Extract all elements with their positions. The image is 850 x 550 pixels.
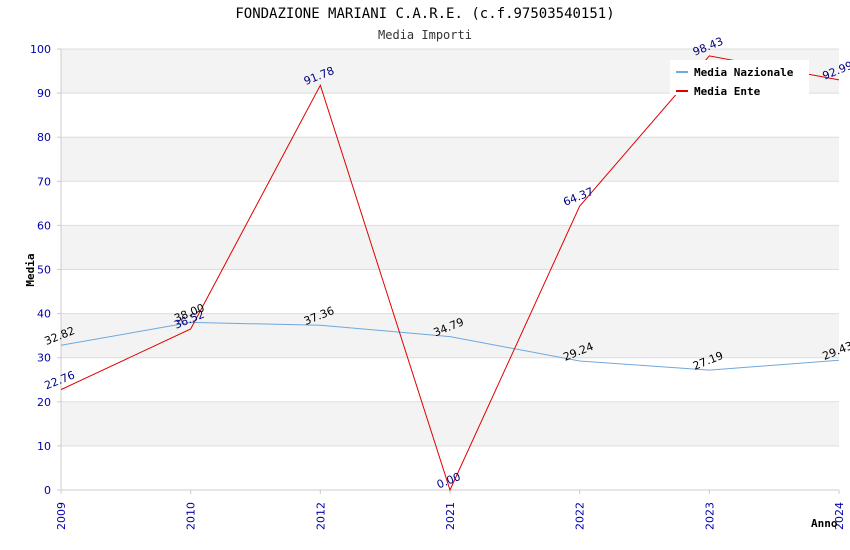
series-line-media-nazionale <box>60 321 840 371</box>
x-axis-label: Anno <box>811 517 838 530</box>
plot-bands <box>61 49 839 490</box>
chart-subtitle: Media Importi <box>378 28 472 42</box>
y-tick-label: 50 <box>37 264 51 277</box>
plot-band <box>61 357 839 402</box>
series-line-media-ente <box>60 55 840 492</box>
plot-band <box>61 401 839 446</box>
y-axis-ticks: 0 10 20 30 40 50 60 70 80 90 100 <box>30 43 61 497</box>
plot-band <box>61 445 839 490</box>
plot-band <box>61 181 839 226</box>
y-axis-label: Media <box>24 253 37 286</box>
x-tick-label: 2012 <box>314 502 327 530</box>
x-tick-label: 2024 <box>833 502 846 530</box>
x-tick-label: 2009 <box>55 502 68 530</box>
x-tick-label: 2022 <box>574 502 587 530</box>
legend-box <box>670 60 809 95</box>
y-tick-label: 100 <box>30 43 51 56</box>
x-tick-label: 2021 <box>444 502 457 530</box>
chart-title: FONDAZIONE MARIANI C.A.R.E. (c.f.9750354… <box>235 6 614 22</box>
y-tick-label: 70 <box>37 175 51 188</box>
legend: Media Nazionale Media Ente <box>670 60 809 98</box>
y-tick-label: 80 <box>37 131 51 144</box>
y-tick-label: 10 <box>37 440 51 453</box>
x-axis-ticks: 2009 2010 2012 2021 2022 2023 2024 <box>55 490 846 530</box>
y-tick-label: 20 <box>37 396 51 409</box>
y-tick-label: 60 <box>37 219 51 232</box>
y-tick-label: 30 <box>37 352 51 365</box>
legend-label-nazionale: Media Nazionale <box>694 66 794 79</box>
series-lines <box>60 55 840 492</box>
y-tick-label: 0 <box>44 484 51 497</box>
plot-band <box>61 313 839 358</box>
plot-band <box>61 269 839 314</box>
legend-label-ente: Media Ente <box>694 85 761 98</box>
x-tick-label: 2010 <box>185 502 198 530</box>
y-tick-label: 90 <box>37 87 51 100</box>
plot-band <box>61 93 839 138</box>
plot-band <box>61 225 839 270</box>
y-tick-label: 40 <box>37 308 51 321</box>
plot-band <box>61 137 839 182</box>
x-tick-label: 2023 <box>703 502 716 530</box>
